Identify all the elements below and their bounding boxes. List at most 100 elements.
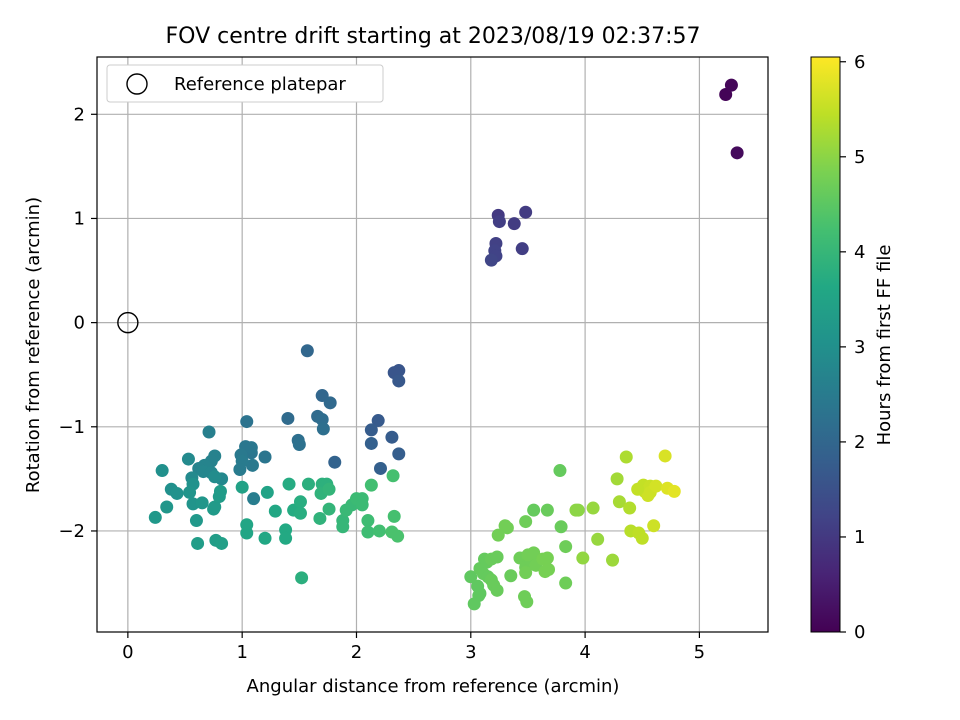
data-point <box>215 536 229 550</box>
data-point <box>245 458 259 472</box>
colorbar-tick-label: 5 <box>854 147 865 168</box>
x-axis-ticks: 0 1 2 3 4 5 <box>122 632 705 663</box>
data-point <box>279 531 293 545</box>
data-point <box>282 477 296 491</box>
data-point <box>322 482 336 496</box>
data-point <box>635 531 649 545</box>
data-point <box>183 485 197 499</box>
data-point <box>235 480 249 494</box>
colorbar-tick-label: 6 <box>854 52 865 73</box>
data-point <box>586 501 600 515</box>
data-point <box>170 486 184 500</box>
data-point <box>361 514 375 528</box>
data-point <box>247 492 261 506</box>
data-point <box>240 526 254 540</box>
data-point <box>504 569 518 583</box>
data-point <box>491 528 505 542</box>
data-point <box>610 472 624 486</box>
x-tick-label: 4 <box>579 642 590 663</box>
data-point <box>323 396 337 410</box>
data-point <box>244 441 258 455</box>
data-point <box>542 563 556 576</box>
data-point <box>730 146 744 160</box>
data-point <box>507 217 521 231</box>
legend-box <box>106 64 384 103</box>
data-point <box>160 500 174 514</box>
data-point <box>519 566 533 580</box>
chart-title: FOV centre drift starting at 2023/08/19 … <box>166 24 701 49</box>
data-point <box>387 509 401 523</box>
y-axis-ticks: −2 −1 0 1 2 <box>58 104 97 542</box>
data-point <box>519 515 533 529</box>
y-tick-label: 0 <box>74 313 85 334</box>
data-point <box>328 455 342 469</box>
data-point <box>591 532 605 546</box>
data-point <box>559 576 573 590</box>
data-point <box>385 430 399 444</box>
data-point <box>559 540 573 554</box>
data-point <box>148 510 162 524</box>
data-point <box>724 78 738 92</box>
colorbar-label: Hours from first FF file <box>874 245 895 446</box>
x-tick-label: 1 <box>236 642 247 663</box>
colorbar-tick-label: 2 <box>854 432 865 453</box>
data-point <box>606 553 620 567</box>
data-point <box>719 88 733 101</box>
data-point <box>391 529 405 543</box>
grid-lines <box>97 57 768 632</box>
data-point <box>464 570 478 584</box>
data-point <box>316 422 330 436</box>
data-point <box>258 450 272 464</box>
data-point <box>576 551 590 565</box>
colorbar-tick-label: 1 <box>854 527 865 548</box>
y-axis-label: Rotation from reference (arcmin) <box>23 197 44 493</box>
reference-marker <box>117 311 139 334</box>
data-point <box>258 531 272 545</box>
data-point <box>490 550 504 564</box>
data-point <box>191 536 205 550</box>
x-tick-label: 0 <box>122 642 133 663</box>
x-tick-label: 3 <box>465 642 476 663</box>
x-tick-label: 2 <box>351 642 362 663</box>
data-point <box>268 504 282 518</box>
data-point <box>667 484 681 498</box>
data-point <box>202 425 216 439</box>
data-point <box>292 438 306 451</box>
data-point <box>392 447 406 461</box>
data-point <box>364 423 378 437</box>
data-point <box>540 503 554 517</box>
x-axis-label: Angular distance from reference (arcmin) <box>247 676 620 697</box>
data-point <box>641 489 655 503</box>
data-point <box>313 511 327 525</box>
data-point <box>540 551 554 565</box>
data-point <box>623 501 637 515</box>
data-point <box>647 519 661 533</box>
data-point <box>213 484 227 498</box>
colorbar: 0 1 2 3 4 5 6 Hours from first FF file <box>810 52 895 643</box>
data-point <box>658 449 672 463</box>
data-point <box>631 482 645 496</box>
y-tick-label: 2 <box>74 104 85 125</box>
data-point <box>619 450 633 464</box>
data-point <box>207 502 221 516</box>
data-point <box>181 452 195 466</box>
x-tick-label: 5 <box>694 642 705 663</box>
data-point <box>195 496 209 510</box>
data-point <box>300 344 314 358</box>
y-tick-label: 1 <box>74 208 85 229</box>
data-point <box>364 478 378 492</box>
data-point <box>490 583 504 597</box>
data-point <box>361 525 375 539</box>
data-point <box>155 464 169 478</box>
data-point <box>519 205 533 219</box>
data-point <box>649 479 663 493</box>
colorbar-gradient <box>810 56 841 633</box>
data-point <box>301 477 315 491</box>
data-point <box>371 414 385 428</box>
data-point <box>473 586 487 600</box>
data-point <box>355 498 369 512</box>
legend-marker-icon <box>126 73 148 95</box>
data-point <box>553 464 567 478</box>
colorbar-tick-label: 0 <box>854 622 865 643</box>
